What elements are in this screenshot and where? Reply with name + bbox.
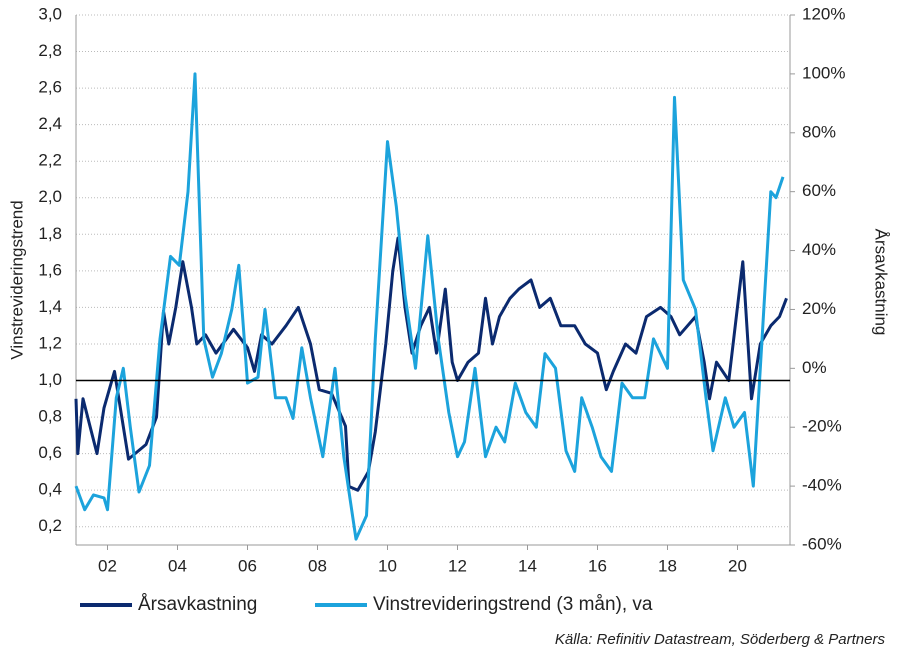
y-tick-label: 2,8 — [38, 41, 62, 60]
series-line — [74, 72, 785, 541]
y-tick-label: 0,8 — [38, 407, 62, 426]
x-tick-label: 20 — [728, 556, 747, 575]
y-tick-label: 2,2 — [38, 151, 62, 170]
y-tick-label: 1,6 — [38, 260, 62, 279]
legend-label: Vinstrevideringstrend (3 mån), va — [373, 594, 653, 615]
x-tick-label: 18 — [658, 556, 677, 575]
y-tick-label: 0,2 — [38, 516, 62, 535]
y2-tick-label: 100% — [802, 63, 845, 82]
y2-tick-label: 120% — [802, 4, 845, 23]
legend-label: Årsavkastning — [138, 594, 257, 615]
y-tick-label: 1,2 — [38, 333, 62, 352]
y-tick-label: 0,6 — [38, 443, 62, 462]
y-tick-label: 2,6 — [38, 78, 62, 97]
y-tick-label: 0,4 — [38, 480, 62, 499]
source: Källa: Refinitiv Datastream, Söderberg &… — [555, 631, 886, 648]
y2-tick-label: -60% — [802, 534, 842, 553]
y2-tick-label: 80% — [802, 122, 836, 141]
x-tick-label: 10 — [378, 556, 397, 575]
y-tick-label: 3,0 — [38, 4, 62, 23]
y-tick-label: 1,8 — [38, 224, 62, 243]
y-tick-label: 2,4 — [38, 114, 62, 133]
y2-tick-label: 20% — [802, 299, 836, 318]
y2-tick-label: -40% — [802, 476, 842, 495]
x-tick-label: 08 — [308, 556, 327, 575]
y2-tick-label: 40% — [802, 240, 836, 259]
x-tick-label: 06 — [238, 556, 257, 575]
x-tick-label: 12 — [448, 556, 467, 575]
y-tick-label: 1,4 — [38, 297, 62, 316]
y2-tick-label: -20% — [802, 417, 842, 436]
y-axis-label: Vinstrevideringstrend — [7, 200, 26, 359]
x-tick-label: 02 — [98, 556, 117, 575]
x-tick-label: 04 — [168, 556, 187, 575]
x-tick-label: 14 — [518, 556, 537, 575]
y2-axis-label: Årsavkastning — [872, 229, 891, 336]
y-tick-label: 2,0 — [38, 187, 62, 206]
y2-tick-label: 0% — [802, 358, 827, 377]
y-tick-label: 1,0 — [38, 370, 62, 389]
x-tick-label: 16 — [588, 556, 607, 575]
y2-tick-label: 60% — [802, 181, 836, 200]
